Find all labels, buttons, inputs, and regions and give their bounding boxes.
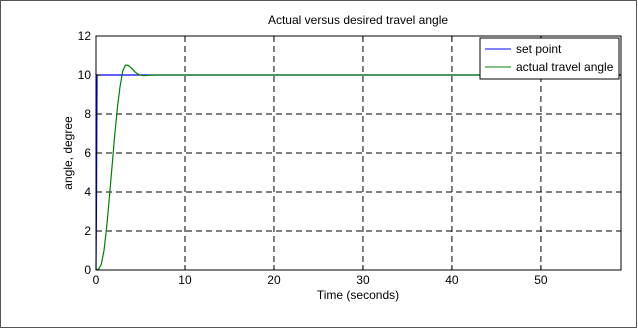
y-tick-label: 8	[84, 107, 91, 121]
legend-label-actual-travel-angle: actual travel angle	[516, 60, 614, 74]
x-tick-label: 10	[178, 273, 192, 287]
y-tick-label: 6	[84, 146, 91, 160]
axis-ticks: 0 10 20 30 40 50 0 2 4 6 8 10 12	[78, 29, 621, 287]
legend: set point actual travel angle	[479, 37, 620, 80]
legend-label-set-point: set point	[516, 42, 562, 56]
x-tick-label: 50	[534, 273, 548, 287]
y-tick-label: 10	[78, 68, 92, 82]
x-tick-label: 40	[445, 273, 459, 287]
series-line-actual-travel-angle	[95, 64, 621, 271]
x-tick-label: 30	[356, 273, 370, 287]
legend-box	[479, 37, 620, 80]
x-tick-label: 0	[93, 273, 100, 287]
y-tick-label: 4	[84, 185, 91, 199]
y-tick-label: 0	[84, 263, 91, 277]
x-tick-label: 20	[267, 273, 281, 287]
y-axis-label: angle, degree	[61, 116, 75, 190]
y-tick-label: 12	[78, 29, 92, 43]
chart-title: Actual versus desired travel angle	[268, 13, 448, 27]
y-tick-label: 2	[84, 224, 91, 238]
x-axis-label: Time (seconds)	[317, 288, 399, 302]
